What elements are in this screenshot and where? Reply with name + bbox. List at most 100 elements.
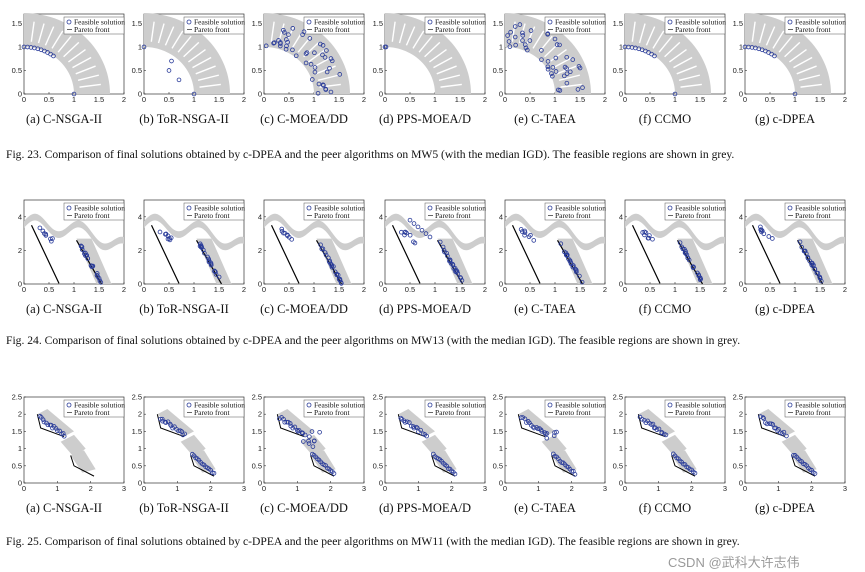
solution-point (162, 419, 168, 425)
infeasible-gap (669, 49, 687, 63)
y-tick-label: 2 (258, 410, 262, 419)
y-tick-label: 2.5 (373, 393, 383, 402)
plot-area: 0 1 2 3 0 0.5 1 1.5 2 2.5 Feasible solutionPareto … (493, 393, 608, 494)
subplot-label: (e) C-TAEA (514, 302, 576, 316)
solution-point (331, 471, 337, 476)
legend-marker-feasible (667, 205, 673, 211)
x-tick-label: 1 (673, 285, 677, 294)
solution-point (760, 415, 766, 420)
solution-point (191, 91, 197, 97)
x-tick-label: 0 (22, 285, 26, 294)
pareto-front (70, 455, 95, 477)
infeasible-gap (538, 35, 553, 53)
solution-point (312, 438, 317, 444)
legend-label-feasible: Feasible solution (74, 18, 125, 27)
solution-point (404, 419, 410, 425)
y-tick-label: 0.5 (613, 66, 623, 75)
x-tick-label: 0.5 (405, 285, 415, 294)
solution-point (550, 73, 555, 79)
solution-point (558, 241, 564, 247)
x-tick-label: 1 (55, 484, 59, 493)
solution-point (696, 272, 702, 278)
y-tick-label: 1.5 (613, 19, 623, 28)
legend-box (303, 202, 365, 221)
legend-marker-feasible (667, 402, 673, 408)
y-tick-label: 1 (138, 444, 142, 453)
legend-label-feasible: Feasible solution (314, 204, 365, 213)
y-tick-label: 2 (619, 410, 623, 419)
infeasible-gap (438, 74, 461, 82)
solution-point (423, 231, 429, 236)
infeasible-gap (436, 65, 457, 75)
solution-point (453, 269, 458, 274)
y-tick-label: 0 (739, 280, 743, 289)
solution-point (51, 53, 56, 59)
feasible-region (625, 213, 725, 251)
subplot-fig23-f: 0 0.5 1 1.5 2 0 0.5 1 1.5 Feasible solution Pareto… (611, 12, 729, 126)
infeasible-gap (164, 26, 175, 46)
axes-frame (504, 396, 606, 484)
solution-point (427, 234, 433, 240)
solution-point (552, 36, 558, 42)
infeasible-gap (433, 56, 453, 69)
solution-point (286, 32, 291, 37)
axes-frame (744, 396, 846, 484)
x-tick-label: 1 (776, 484, 780, 493)
figure-23-caption: Fig. 23. Comparison of final solutions o… (6, 148, 735, 161)
subplot-fig23-a: 0 0.5 1 1.5 2 0 0.5 1 1.5 Feasible solution Pareto… (10, 12, 128, 126)
y-tick-label: 1 (499, 444, 503, 453)
solution-point (167, 236, 172, 241)
solution-point (287, 421, 293, 426)
solution-point (301, 439, 306, 444)
pareto-front (397, 414, 426, 438)
subplot-fig24-f: 0 0.5 1 1.5 2 0 2 4 Feasible solution Pareto fron… (611, 198, 729, 316)
solution-point (437, 239, 443, 245)
solution-point (424, 433, 429, 439)
infeasible-gap (317, 74, 340, 82)
infeasible-gap (192, 56, 212, 69)
watermark: CSDN @武科大许志伟 (668, 555, 800, 570)
x-tick-label: 0.5 (525, 95, 535, 104)
x-tick-label: 2 (603, 285, 607, 294)
legend-label-front: Pareto front (194, 25, 231, 34)
solution-point (817, 274, 823, 280)
subplot-label: (e) C-TAEA (514, 501, 576, 515)
plot-area: 0 0.5 1 1.5 2 0 0.5 1 1.5 Feasible solutionPareto… (613, 13, 727, 104)
solution-point (316, 81, 322, 87)
legend-marker-feasible (66, 205, 72, 211)
x-tick-label: 2 (362, 285, 366, 294)
pareto-front (391, 224, 421, 284)
solution-point (84, 252, 89, 258)
legend-label-feasible: Feasible solution (435, 401, 486, 410)
infeasible-gap (664, 41, 681, 58)
x-tick-label: 0 (22, 95, 26, 104)
plot-area: 0 0.5 1 1.5 2 0 0.5 1 1.5 Feasible solutionPareto… (733, 13, 847, 104)
pareto-front (671, 455, 696, 477)
solution-point (572, 472, 578, 477)
solution-point (328, 56, 334, 61)
solution-point (296, 428, 302, 433)
solution-point (517, 22, 523, 27)
axes-frame (624, 396, 726, 484)
x-tick-label: 2 (843, 285, 847, 294)
x-tick-label: 1.5 (575, 95, 585, 104)
infeasible-gap (150, 21, 155, 42)
solution-point (60, 431, 66, 436)
subplot-label: (c) C-MOEA/DD (260, 302, 348, 316)
solution-point (520, 38, 525, 43)
legend-box (664, 202, 726, 221)
solution-point (50, 236, 55, 241)
x-tick-label: 1.5 (334, 95, 344, 104)
x-tick-label: 1.5 (815, 95, 825, 104)
solution-point (758, 224, 763, 230)
y-tick-label: 0 (138, 90, 142, 99)
x-tick-label: 1.5 (815, 285, 825, 294)
y-tick-label: 1.5 (373, 427, 383, 436)
solution-point (45, 422, 51, 428)
x-tick-label: 0.5 (284, 95, 294, 104)
x-tick-label: 1.5 (695, 285, 705, 294)
solution-point (323, 252, 329, 258)
